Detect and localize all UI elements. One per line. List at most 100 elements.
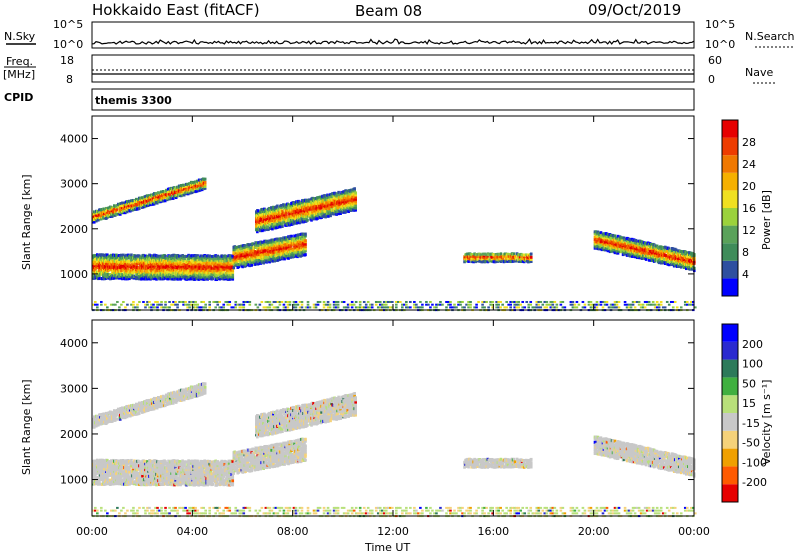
power-cell — [299, 207, 302, 211]
power-cell — [358, 300, 362, 303]
power-cell — [616, 234, 620, 238]
power-cell — [204, 306, 207, 309]
power-cell — [606, 243, 610, 247]
power-cell — [118, 274, 121, 278]
power-cell — [577, 303, 581, 306]
power-cell — [139, 260, 142, 264]
power-cell — [300, 241, 303, 245]
power-cell — [522, 255, 526, 259]
power-cell — [514, 257, 518, 261]
power-cell — [649, 242, 653, 246]
power-cell — [399, 300, 402, 303]
power-cell — [275, 218, 278, 222]
power-cell — [641, 243, 645, 247]
freq-label: Freq. — [6, 55, 33, 68]
power-cell — [457, 303, 460, 306]
power-cell — [515, 306, 519, 309]
power-cell — [288, 300, 292, 303]
power-cell — [174, 300, 177, 303]
power-cell — [242, 300, 246, 303]
power-cell — [665, 258, 669, 262]
power-cell — [284, 218, 287, 222]
power-cell — [672, 256, 676, 260]
power-cell — [120, 211, 124, 215]
power-cell — [203, 182, 207, 186]
power-cell — [269, 208, 272, 212]
power-cell — [203, 186, 207, 190]
power-cell — [200, 306, 203, 309]
power-cell — [348, 198, 351, 202]
power-cell — [92, 220, 96, 224]
power-cell — [236, 251, 240, 255]
power-cell — [291, 251, 294, 255]
power-cell — [138, 300, 141, 303]
power-cell — [517, 306, 521, 309]
power-cell — [415, 303, 418, 306]
power-cell — [181, 261, 184, 265]
power-cell — [193, 263, 196, 267]
power-cell — [613, 234, 617, 238]
power-cell — [459, 303, 462, 306]
power-cell — [106, 253, 109, 257]
power-cell — [210, 266, 213, 270]
power-cell — [611, 233, 615, 237]
power-cell — [204, 303, 207, 306]
power-cell — [483, 300, 486, 303]
power-cell — [220, 262, 224, 266]
power-cell — [305, 217, 308, 221]
power-cell — [126, 206, 130, 210]
power-cell — [380, 306, 384, 309]
power-cell — [597, 234, 601, 238]
power-cell — [202, 306, 205, 309]
power-cell — [109, 268, 112, 272]
power-cell — [344, 306, 348, 309]
power-cell — [135, 203, 139, 207]
power-cell — [368, 303, 372, 306]
power-cell — [316, 303, 320, 306]
power-cell — [235, 247, 239, 251]
power-cell — [212, 300, 215, 303]
power-cell — [312, 306, 316, 309]
power-cell — [368, 306, 372, 309]
power-cell — [478, 259, 481, 263]
power-cell — [292, 300, 296, 303]
power-cell — [553, 306, 557, 309]
power-cell — [306, 300, 310, 303]
power-cell — [686, 256, 690, 260]
power-cell — [511, 300, 514, 303]
power-cell — [318, 300, 322, 303]
power-cell — [512, 252, 516, 256]
power-cell — [297, 248, 300, 252]
power-cell — [196, 260, 199, 264]
power-cell — [188, 300, 191, 303]
power-cell — [622, 252, 626, 256]
power-cell — [92, 214, 96, 218]
power-cell — [334, 306, 338, 309]
power-cell — [286, 306, 290, 309]
power-cell — [301, 201, 304, 205]
power-cell — [685, 264, 689, 268]
power-cell — [674, 248, 678, 252]
power-cell — [163, 199, 167, 203]
power-cell — [165, 196, 169, 200]
power-cell — [156, 303, 159, 306]
power-cell — [384, 300, 388, 303]
power-cell — [231, 270, 235, 274]
power-cell — [559, 300, 563, 303]
power-cell — [283, 257, 286, 261]
power-cell — [499, 252, 503, 256]
power-cell — [103, 270, 106, 274]
power-cell — [483, 306, 486, 309]
power-cell — [366, 300, 370, 303]
power-cell — [221, 275, 225, 279]
power-cell — [535, 303, 539, 306]
power-cell — [508, 257, 512, 261]
power-cell — [628, 241, 632, 245]
power-cell — [112, 207, 116, 211]
power-cell — [139, 264, 142, 268]
power-cell — [491, 306, 494, 309]
power-cell — [204, 261, 207, 265]
power-cell — [115, 207, 119, 211]
power-cell — [645, 245, 649, 249]
power-cell — [275, 250, 278, 254]
